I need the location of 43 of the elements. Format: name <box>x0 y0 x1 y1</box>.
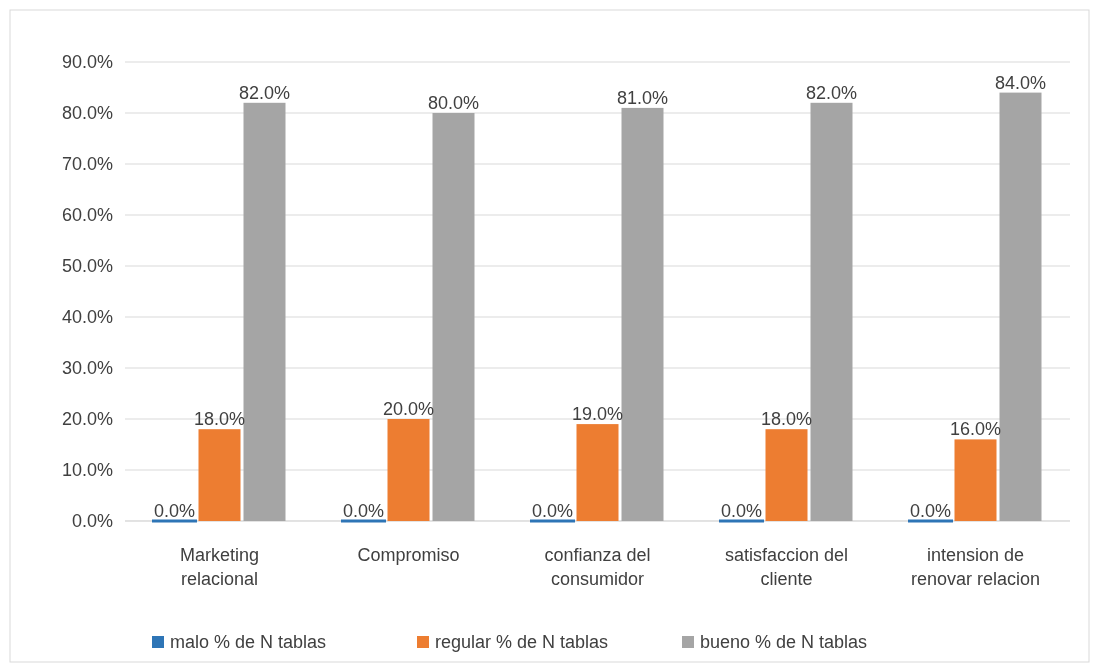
data-label: 82.0% <box>805 82 858 103</box>
x-tick-label: Compromiso <box>357 545 460 565</box>
data-label: 19.0% <box>571 404 624 425</box>
x-tick-label: Marketing relacional <box>179 545 260 589</box>
y-tick-label: 0.0% <box>71 511 113 532</box>
bar <box>810 102 853 521</box>
y-tick-label: 30.0% <box>61 358 113 379</box>
bar <box>432 113 475 521</box>
y-tick-label: 10.0% <box>61 460 113 481</box>
bar <box>999 92 1042 521</box>
data-label: 18.0% <box>193 409 246 430</box>
data-label: 81.0% <box>616 87 669 108</box>
y-tick-label: 90.0% <box>61 52 113 73</box>
data-label: 0.0% <box>531 501 574 521</box>
y-tick-label: 60.0% <box>61 205 113 226</box>
bar <box>954 439 997 521</box>
y-tick-label: 50.0% <box>61 256 113 277</box>
data-label: 0.0% <box>909 501 952 521</box>
data-label: 0.0% <box>342 501 385 521</box>
x-tick-label: satisfaccion del cliente <box>724 545 849 589</box>
bar <box>387 419 430 521</box>
y-tick-label: 70.0% <box>61 154 113 175</box>
data-label: 20.0% <box>382 399 435 419</box>
legend-label: regular % de N tablas <box>435 632 609 653</box>
x-tick-label: intension de renovar relacion <box>910 545 1041 589</box>
bar <box>576 424 619 521</box>
data-label: 0.0% <box>720 501 763 521</box>
data-label: 18.0% <box>760 409 813 430</box>
x-tick-label: confianza del consumidor <box>544 545 651 589</box>
data-label: 0.0% <box>153 501 196 521</box>
data-label: 16.0% <box>949 419 1002 440</box>
bar <box>198 429 241 521</box>
bar <box>243 102 286 521</box>
data-label: 84.0% <box>994 72 1047 93</box>
bar <box>621 107 664 521</box>
legend-label: bueno % de N tablas <box>700 632 868 653</box>
y-tick-label: 40.0% <box>61 307 113 328</box>
y-tick-label: 80.0% <box>61 103 113 124</box>
y-tick-label: 20.0% <box>61 409 113 430</box>
legend-label: malo % de N tablas <box>170 632 327 653</box>
data-label: 80.0% <box>427 93 480 113</box>
bar <box>765 429 808 521</box>
data-label: 82.0% <box>238 82 291 103</box>
